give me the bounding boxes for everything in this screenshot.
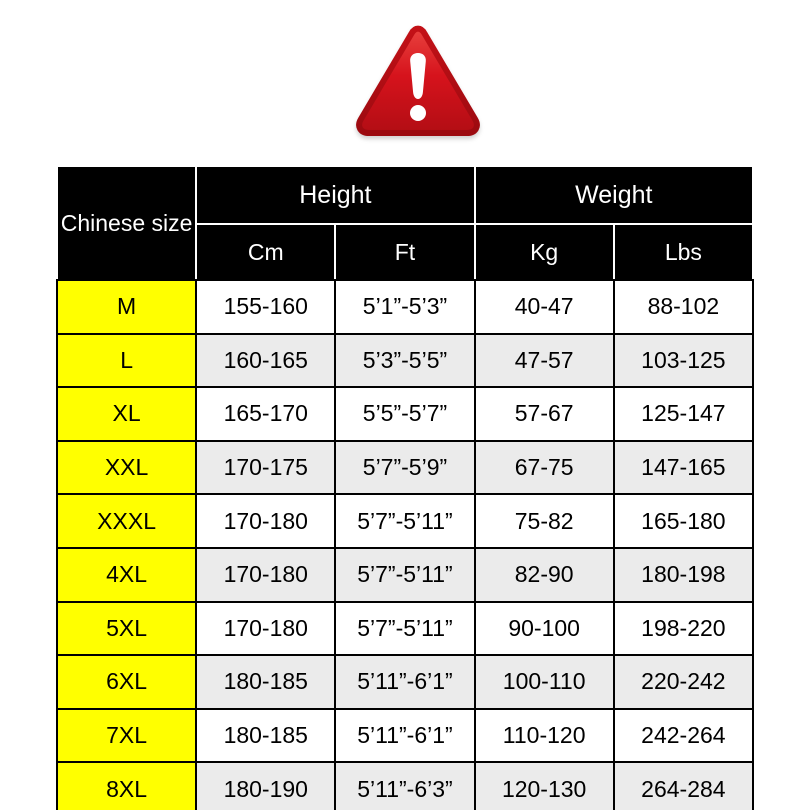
table-row: 8XL 180-190 5’11”-6’3” 120-130 264-284: [55, 761, 755, 810]
size-cell: L: [55, 332, 198, 389]
table-row: XL 165-170 5’5”-5’7” 57-67 125-147: [55, 386, 755, 442]
weight-kg-cell: 90-100: [473, 600, 615, 657]
weight-lbs-cell: 242-264: [612, 707, 755, 764]
size-cell: 8XL: [55, 761, 198, 810]
size-cell: 7XL: [55, 707, 198, 764]
height-ft-cell: 5’7”-5’11”: [334, 493, 476, 549]
height-cm-cell: 170-180: [195, 600, 337, 657]
size-cell: XXXL: [55, 493, 198, 549]
col-header-cm: Cm: [195, 223, 337, 281]
warning-triangle-icon: [356, 25, 480, 136]
weight-kg-cell: 47-57: [473, 332, 615, 389]
height-cm-cell: 155-160: [195, 279, 337, 335]
weight-lbs-cell: 125-147: [612, 386, 755, 442]
height-cm-cell: 180-185: [195, 707, 337, 764]
exclamation-dot: [410, 105, 426, 121]
weight-kg-cell: 110-120: [473, 707, 615, 764]
height-cm-cell: 160-165: [195, 332, 337, 389]
exclamation-bar: [410, 53, 426, 99]
col-header-height: Height: [195, 165, 476, 225]
height-cm-cell: 170-180: [195, 493, 337, 549]
table-row: 6XL 180-185 5’11”-6’1” 100-110 220-242: [55, 654, 755, 710]
table-row: 5XL 170-180 5’7”-5’11” 90-100 198-220: [55, 600, 755, 657]
weight-kg-cell: 40-47: [473, 279, 615, 335]
warning-icon: [352, 20, 484, 142]
height-ft-cell: 5’1”-5’3”: [334, 279, 476, 335]
weight-lbs-cell: 220-242: [612, 654, 755, 710]
height-ft-cell: 5’5”-5’7”: [334, 386, 476, 442]
table-body: M 155-160 5’1”-5’3” 40-47 88-102 L 160-1…: [55, 279, 755, 810]
weight-lbs-cell: 264-284: [612, 761, 755, 810]
col-header-chinese-size: Chinese size: [55, 165, 198, 281]
height-cm-cell: 170-180: [195, 546, 337, 603]
weight-lbs-cell: 180-198: [612, 546, 755, 603]
height-ft-cell: 5’11”-6’1”: [334, 707, 476, 764]
height-ft-cell: 5’11”-6’1”: [334, 654, 476, 710]
table-row: 7XL 180-185 5’11”-6’1” 110-120 242-264: [55, 707, 755, 764]
height-ft-cell: 5’7”-5’11”: [334, 546, 476, 603]
weight-kg-cell: 75-82: [473, 493, 615, 549]
col-header-kg: Kg: [473, 223, 615, 281]
weight-kg-cell: 82-90: [473, 546, 615, 603]
size-chart-table: Chinese size Height Weight Cm Ft Kg Lbs …: [55, 165, 755, 810]
table-header: Chinese size Height Weight Cm Ft Kg Lbs: [55, 165, 755, 281]
table-row: L 160-165 5’3”-5’5” 47-57 103-125: [55, 332, 755, 389]
size-cell: M: [55, 279, 198, 335]
height-ft-cell: 5’3”-5’5”: [334, 332, 476, 389]
size-cell: 4XL: [55, 546, 198, 603]
height-cm-cell: 180-190: [195, 761, 337, 810]
size-cell: XL: [55, 386, 198, 442]
weight-lbs-cell: 147-165: [612, 439, 755, 496]
col-header-weight: Weight: [473, 165, 755, 225]
weight-kg-cell: 67-75: [473, 439, 615, 496]
weight-lbs-cell: 103-125: [612, 332, 755, 389]
table-row: XXXL 170-180 5’7”-5’11” 75-82 165-180: [55, 493, 755, 549]
table-row: M 155-160 5’1”-5’3” 40-47 88-102: [55, 279, 755, 335]
col-header-lbs: Lbs: [612, 223, 755, 281]
height-ft-cell: 5’7”-5’11”: [334, 600, 476, 657]
weight-kg-cell: 120-130: [473, 761, 615, 810]
size-cell: 5XL: [55, 600, 198, 657]
weight-kg-cell: 57-67: [473, 386, 615, 442]
weight-lbs-cell: 165-180: [612, 493, 755, 549]
weight-lbs-cell: 198-220: [612, 600, 755, 657]
weight-kg-cell: 100-110: [473, 654, 615, 710]
table-row: XXL 170-175 5’7”-5’9” 67-75 147-165: [55, 439, 755, 496]
size-cell: 6XL: [55, 654, 198, 710]
col-header-ft: Ft: [334, 223, 476, 281]
header-group-row: Chinese size Height Weight: [55, 165, 755, 281]
height-ft-cell: 5’7”-5’9”: [334, 439, 476, 496]
height-cm-cell: 180-185: [195, 654, 337, 710]
weight-lbs-cell: 88-102: [612, 279, 755, 335]
header-sub-row: Cm Ft Kg Lbs: [57, 223, 755, 281]
table-row: 4XL 170-180 5’7”-5’11” 82-90 180-198: [55, 546, 755, 603]
height-cm-cell: 170-175: [195, 439, 337, 496]
height-cm-cell: 165-170: [195, 386, 337, 442]
height-ft-cell: 5’11”-6’3”: [334, 761, 476, 810]
size-cell: XXL: [55, 439, 198, 496]
